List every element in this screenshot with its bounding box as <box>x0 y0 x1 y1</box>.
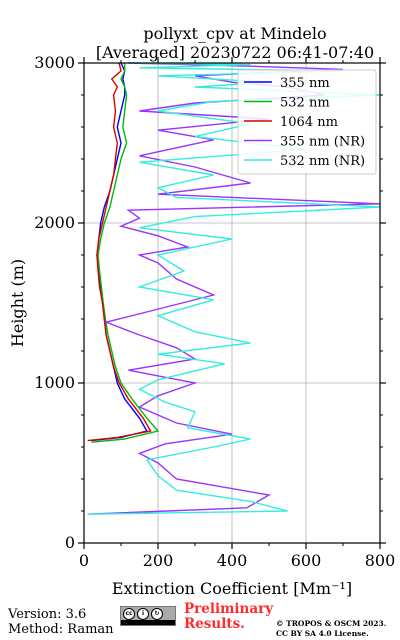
x-tick-label: 400 <box>217 551 248 570</box>
y-tick-label: 2000 <box>34 213 75 232</box>
preliminary-note: Preliminary Results. <box>184 602 273 632</box>
legend-label-2: 1064 nm <box>280 115 338 130</box>
legend-label-4: 532 nm (NR) <box>280 154 365 169</box>
y-axis-label: Height (m) <box>8 259 27 347</box>
x-tick-label: 0 <box>79 551 89 570</box>
series-line-3 <box>87 62 381 515</box>
legend-label-0: 355 nm <box>280 76 330 91</box>
legend-label-1: 532 nm <box>280 96 330 111</box>
legend-label-3: 355 nm (NR) <box>280 135 365 150</box>
credit-line-2: CC BY SA 4.0 License. <box>276 629 369 638</box>
y-tick-label: 1000 <box>34 373 75 392</box>
cc-by-sa-icon: cc i ↻ <box>120 606 176 626</box>
chart-title-line-2: [Averaged] 20230722 06:41-07:40 <box>95 43 375 62</box>
chart-title-line-1: pollyxt_cpv at Mindelo <box>143 24 327 43</box>
x-axis-label: Extinction Coefficient [Mm⁻¹] <box>112 579 352 598</box>
series-line-2 <box>87 62 152 442</box>
x-tick-label: 200 <box>143 551 174 570</box>
y-tick-label: 0 <box>65 533 75 552</box>
y-tick-label: 3000 <box>34 53 75 72</box>
credit-line-1: © TROPOS & OSCM 2023. <box>276 619 387 628</box>
x-tick-label: 600 <box>291 551 322 570</box>
series-line-1 <box>91 63 160 443</box>
legend-box <box>237 69 377 175</box>
version-label: Version: 3.6 <box>8 607 87 622</box>
method-label: Method: Raman <box>8 622 114 637</box>
by-icon: i <box>137 608 149 620</box>
x-tick-label: 800 <box>365 551 396 570</box>
preliminary-line-1: Preliminary <box>184 601 274 617</box>
copyright-credit: © TROPOS & OSCM 2023. CC BY SA 4.0 Licen… <box>276 619 386 639</box>
cc-icon: cc <box>123 608 135 620</box>
sa-icon: ↻ <box>151 608 163 620</box>
preliminary-line-2: Results. <box>184 616 245 632</box>
